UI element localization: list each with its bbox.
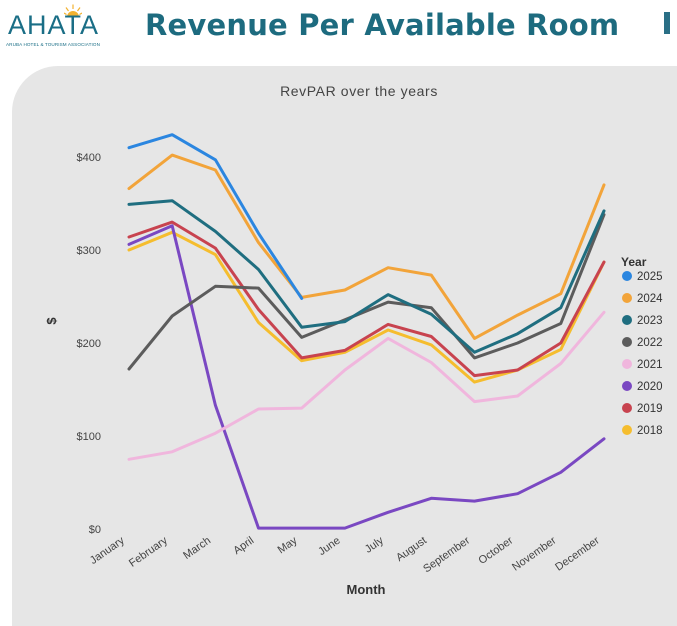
x-tick-label: July (363, 534, 386, 555)
revpar-line-chart: RevPAR over the years $ Month $0 $100 $200… (44, 83, 663, 597)
legend-marker-2020 (622, 381, 632, 391)
legend-marker-2018 (622, 425, 632, 435)
legend-marker-2024 (622, 293, 632, 303)
x-tick-label: October (476, 534, 515, 566)
x-tick-label: November (510, 534, 559, 573)
legend-marker-2019 (622, 403, 632, 413)
legend-label-2018: 2018 (637, 425, 663, 437)
x-tick-label: December (553, 534, 602, 573)
y-axis-label: $ (44, 317, 59, 325)
x-axis-ticks: January February March April May June July Augu… (88, 534, 602, 575)
x-tick-label: August (394, 535, 429, 564)
legend-marker-2022 (622, 337, 632, 347)
y-tick-label: $400 (77, 152, 101, 164)
edge-decoration (664, 12, 670, 34)
y-tick-label: $200 (77, 338, 101, 350)
legend-label-2021: 2021 (637, 359, 663, 371)
x-tick-label: April (231, 535, 256, 557)
series-line-2020 (127, 224, 606, 530)
series-line-2024 (127, 153, 606, 340)
series-line-2019 (127, 220, 606, 378)
series-line-2025 (127, 133, 304, 300)
page-header: AHATA ARUBA HOTEL & TOURISM ASSOCIATION … (0, 0, 677, 60)
page-title: Revenue Per Available Room (145, 8, 620, 42)
x-tick-label: January (88, 534, 127, 567)
y-axis-ticks: $0 $100 $200 $300 $400 (77, 152, 101, 536)
legend-label-2020: 2020 (637, 381, 663, 393)
ahata-logo: AHATA ARUBA HOTEL & TOURISM ASSOCIATION (6, 4, 134, 54)
chart-panel (12, 66, 677, 626)
x-axis-label: Month (347, 582, 386, 597)
x-tick-label: February (127, 534, 170, 569)
y-tick-label: $100 (77, 431, 101, 443)
chart-title: RevPAR over the years (280, 83, 438, 99)
legend-title: Year (621, 255, 647, 269)
y-tick-label: $0 (89, 524, 101, 536)
legend-label-2023: 2023 (637, 315, 663, 327)
x-tick-label: September (421, 534, 472, 575)
legend-marker-2025 (622, 271, 632, 281)
legend-marker-2021 (622, 359, 632, 369)
series-line-2022 (127, 213, 606, 371)
legend-label-2022: 2022 (637, 337, 663, 349)
logo-text: AHATA (8, 10, 100, 40)
y-tick-label: $300 (77, 245, 101, 257)
legend-marker-2023 (622, 315, 632, 325)
legend-label-2024: 2024 (637, 293, 663, 305)
series-lines (127, 133, 606, 530)
x-tick-label: March (181, 535, 213, 562)
x-tick-label: June (316, 535, 342, 559)
legend-label-2025: 2025 (637, 271, 663, 283)
logo-subtext: ARUBA HOTEL & TOURISM ASSOCIATION (6, 42, 101, 47)
series-line-2023 (127, 199, 606, 354)
x-tick-label: May (276, 534, 300, 556)
legend: Year 2025 2024 2023 2022 2021 2020 2019 2018 (621, 255, 663, 437)
sun-icon (64, 4, 82, 17)
series-line-2021 (127, 310, 606, 461)
legend-label-2019: 2019 (637, 403, 663, 415)
